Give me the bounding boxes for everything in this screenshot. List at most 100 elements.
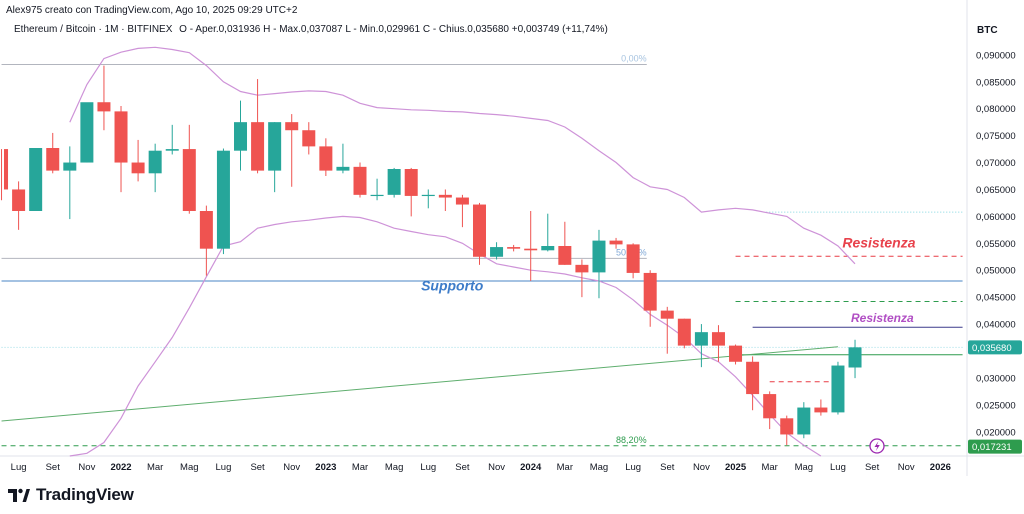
y-tick-label: 0,070000	[976, 158, 1016, 169]
candle-body	[29, 148, 43, 211]
candle-body	[814, 407, 828, 413]
candle[interactable]	[677, 318, 691, 349]
candle[interactable]	[302, 122, 316, 155]
candle-body	[114, 111, 128, 163]
candle[interactable]	[575, 259, 589, 298]
lightning-alert-icon[interactable]	[869, 438, 885, 454]
candle-body	[46, 148, 60, 171]
candle-body	[4, 149, 9, 190]
candle-body	[131, 162, 145, 174]
candle[interactable]	[148, 143, 162, 193]
x-tick-label: 2023	[315, 462, 336, 473]
candle[interactable]	[216, 148, 230, 255]
candle[interactable]	[694, 324, 708, 368]
candle-body	[404, 169, 418, 196]
candle[interactable]	[199, 205, 213, 276]
candle[interactable]	[558, 221, 572, 265]
x-tick-label: Lug	[11, 462, 27, 473]
candle-body	[216, 150, 230, 249]
current-price-tag-bg	[968, 340, 1022, 355]
candle[interactable]	[251, 79, 265, 174]
candle-body	[558, 246, 572, 265]
candle[interactable]	[80, 102, 94, 163]
candle-body	[199, 211, 213, 249]
candle[interactable]	[626, 243, 640, 279]
ascending-trendline	[1, 346, 839, 422]
candle[interactable]	[609, 237, 623, 249]
candle-body	[609, 240, 623, 245]
y-tick-label: 0,025000	[976, 400, 1016, 411]
candle-body	[182, 149, 196, 211]
candle-body	[472, 204, 486, 257]
candle-body	[438, 194, 452, 198]
candle[interactable]	[797, 402, 811, 439]
candle[interactable]	[831, 361, 845, 415]
candle[interactable]	[472, 202, 486, 265]
candle[interactable]	[592, 229, 606, 299]
candle[interactable]	[12, 181, 26, 230]
ohlc-values: O - Aper.0,031936 H - Max.0,037087 L - M…	[179, 24, 608, 35]
x-tick-label: Nov	[693, 462, 710, 473]
candle[interactable]	[711, 325, 725, 362]
candle[interactable]	[1, 149, 9, 201]
candle[interactable]	[268, 122, 282, 193]
candle[interactable]	[353, 162, 367, 198]
candle[interactable]	[336, 143, 350, 174]
tradingview-brand[interactable]: TradingView	[8, 485, 134, 505]
current-price-tag-text: 0,035680	[972, 343, 1012, 354]
candle[interactable]	[763, 391, 777, 430]
candle-body	[80, 102, 94, 163]
candle[interactable]	[131, 139, 145, 182]
y-tick-label: 0,085000	[976, 77, 1016, 88]
x-tick-label: 2025	[725, 462, 747, 473]
y-tick-label: 0,055000	[976, 239, 1016, 250]
candle[interactable]	[370, 178, 384, 201]
candle[interactable]	[848, 339, 862, 379]
candle[interactable]	[455, 194, 469, 228]
candle-body	[490, 247, 504, 257]
candle[interactable]	[29, 148, 43, 211]
candle-body	[268, 122, 282, 171]
x-tick-label: Lug	[216, 462, 232, 473]
x-tick-label: Mar	[147, 462, 163, 473]
x-tick-label: Nov	[78, 462, 95, 473]
candle[interactable]	[643, 270, 657, 327]
candle[interactable]	[234, 100, 248, 171]
candle[interactable]	[524, 211, 538, 281]
candle-body	[336, 166, 350, 171]
candle[interactable]	[421, 189, 435, 209]
candle[interactable]	[660, 306, 674, 354]
candle-body	[524, 248, 538, 251]
candle-body	[711, 332, 725, 346]
x-tick-label: Lug	[420, 462, 436, 473]
candle[interactable]	[404, 167, 418, 217]
candle[interactable]	[814, 399, 828, 416]
candle[interactable]	[114, 106, 128, 193]
candle[interactable]	[63, 146, 77, 220]
candle[interactable]	[746, 356, 760, 411]
candle[interactable]	[165, 124, 179, 155]
candle-body	[729, 345, 743, 362]
candle[interactable]	[319, 138, 333, 176]
x-tick-label: Set	[865, 462, 880, 473]
candle[interactable]	[285, 114, 299, 187]
candle[interactable]	[541, 213, 555, 252]
candle[interactable]	[97, 65, 111, 131]
candle-body	[797, 407, 811, 435]
candle[interactable]	[182, 124, 196, 214]
y-tick-label: 0,050000	[976, 266, 1016, 277]
x-tick-label: Mag	[385, 462, 403, 473]
candle[interactable]	[438, 189, 452, 211]
candle-body	[592, 240, 606, 273]
tradingview-logo-icon	[8, 488, 30, 502]
symbol-name[interactable]: Ethereum / Bitcoin · 1M · BITFINEX	[14, 24, 173, 35]
candle[interactable]	[729, 344, 743, 365]
candle[interactable]	[387, 167, 401, 198]
candle-body	[780, 418, 794, 435]
candle[interactable]	[46, 132, 60, 174]
candle[interactable]	[507, 244, 521, 252]
candle[interactable]	[490, 242, 504, 260]
y-tick-label: 0,080000	[976, 104, 1016, 115]
candle[interactable]	[780, 415, 794, 446]
